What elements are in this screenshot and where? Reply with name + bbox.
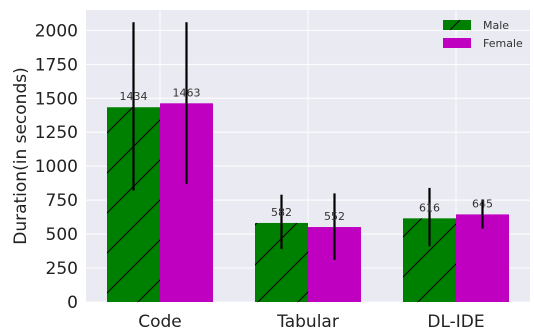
y-axis-ticks: 0 250 500 750 1000 1250 1500 1750 2000 (35, 21, 78, 313)
legend-label: Male (483, 19, 509, 32)
data-label: 1463 (173, 86, 201, 99)
data-labels: 1434 582 616 1463 552 645 (120, 86, 494, 223)
y-tick-label: 1750 (35, 55, 78, 75)
bars (107, 103, 509, 302)
y-tick-label: 1250 (35, 123, 78, 143)
error-bars (132, 22, 484, 260)
y-axis-label: Duration(in seconds) (11, 67, 31, 245)
y-tick-label: 0 (67, 293, 78, 313)
x-tick-label: Tabular (276, 312, 339, 331)
data-label: 645 (472, 197, 493, 210)
data-label: 1434 (120, 90, 148, 103)
y-tick-label: 1500 (35, 89, 78, 109)
bar-female-dl-ide (456, 214, 509, 302)
y-tick-label: 2000 (35, 21, 78, 41)
data-label: 582 (271, 206, 292, 219)
data-label: 552 (324, 210, 345, 223)
y-tick-label: 750 (46, 191, 78, 211)
y-tick-label: 250 (46, 259, 78, 279)
x-tick-label: DL-IDE (427, 312, 484, 331)
legend-swatch (443, 38, 471, 48)
x-tick-label: Code (138, 312, 182, 331)
legend-label: Female (483, 37, 523, 50)
data-label: 616 (419, 201, 440, 214)
legend: Male Female (443, 19, 523, 50)
legend-hatch (449, 19, 461, 31)
y-tick-label: 1000 (35, 157, 78, 177)
legend-swatch (443, 20, 471, 30)
y-tick-label: 500 (46, 225, 78, 245)
x-axis-ticks: Code Tabular DL-IDE (138, 312, 484, 331)
